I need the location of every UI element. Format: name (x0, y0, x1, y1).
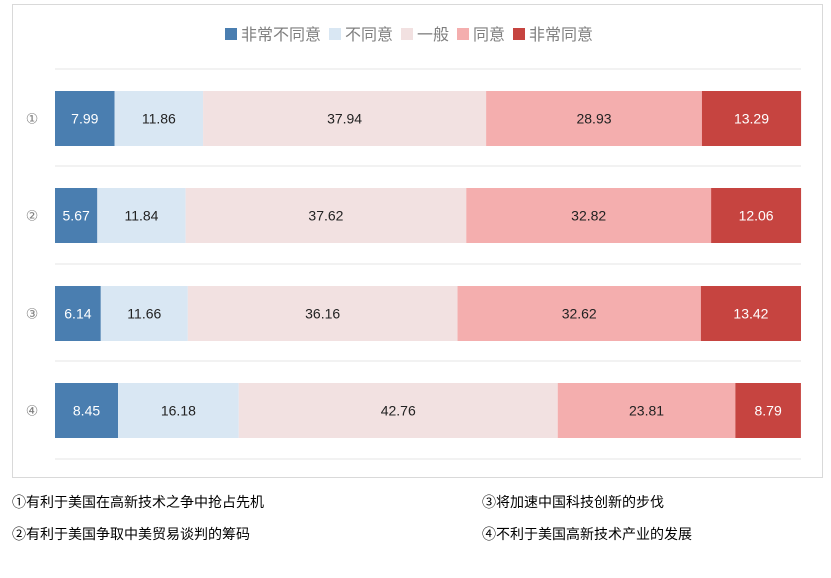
legend-label-3: 同意 (473, 25, 505, 44)
bar-1-5 (701, 91, 802, 146)
note-1: ①有利于美国在高新技术之争中抢占先机 (12, 495, 264, 511)
data-label-4-5: 8.79 (755, 403, 782, 419)
legend-swatch-3 (457, 28, 469, 40)
stacked-bar-chart: 非常不同意 不同意 一般 同意 非常同意 ① 7.99 11.86 37.94 28.93 13.2… (26, 25, 802, 460)
data-label-2-4: 32.82 (571, 208, 606, 224)
note-2: ②有利于美国争取中美贸易谈判的筹码 (12, 527, 250, 543)
data-label-2-2: 11.84 (124, 208, 158, 224)
data-label-3-3: 36.16 (305, 306, 340, 322)
legend-swatch-1 (329, 28, 341, 40)
legend-swatch-0 (225, 28, 237, 40)
bar-2-3 (185, 188, 467, 243)
row-label-3: ③ (26, 307, 39, 323)
bar-1-3 (203, 91, 487, 146)
data-label-4-2: 16.18 (161, 403, 196, 419)
notes: ①有利于美国在高新技术之争中抢占先机 ③将加速中国科技创新的步伐 ②有利于美国争… (12, 490, 823, 570)
row-label-2: ② (26, 209, 39, 225)
bar-1-2 (114, 91, 204, 146)
bar-4-1 (55, 383, 119, 438)
bar-3-2 (100, 286, 188, 341)
legend-swatch-4 (513, 28, 525, 40)
data-label-2-3: 37.62 (308, 208, 343, 224)
data-label-3-1: 6.14 (64, 306, 91, 322)
data-label-1-3: 37.94 (327, 111, 362, 127)
note-4: ④不利于美国高新技术产业的发展 (482, 527, 692, 543)
bar-1-4 (486, 91, 702, 146)
data-label-3-4: 32.62 (562, 306, 597, 322)
data-label-1-5: 13.29 (734, 111, 769, 127)
bar-2-4 (466, 188, 712, 243)
bar-3-5 (700, 286, 801, 341)
legend-label-1: 不同意 (345, 25, 393, 44)
data-label-1-2: 11.86 (142, 111, 176, 127)
bar-2-2 (97, 188, 186, 243)
bar-2-5 (711, 188, 802, 243)
data-label-4-4: 23.81 (629, 403, 664, 419)
legend-label-2: 一般 (417, 25, 449, 44)
chart-frame: 非常不同意 不同意 一般 同意 非常同意 ① 7.99 11.86 37.94 28.93 13.2… (12, 4, 823, 478)
data-label-3-5: 13.42 (733, 306, 768, 322)
bar-4-4 (557, 383, 736, 438)
bar-3-4 (457, 286, 701, 341)
bar-2-1 (55, 188, 98, 243)
legend-swatch-2 (401, 28, 413, 40)
note-3: ③将加速中国科技创新的步伐 (482, 495, 664, 511)
data-label-4-3: 42.76 (381, 403, 416, 419)
bar-4-5 (735, 383, 801, 438)
data-label-2-5: 12.06 (739, 208, 774, 224)
data-label-4-1: 8.45 (73, 403, 100, 419)
bar-4-2 (118, 383, 239, 438)
bar-1-1 (55, 91, 115, 146)
legend-label-4: 非常同意 (529, 25, 593, 44)
data-label-1-4: 28.93 (576, 111, 611, 127)
bar-3-1 (55, 286, 101, 341)
row-label-4: ④ (26, 404, 39, 420)
data-label-1-1: 7.99 (71, 111, 98, 127)
bar-4-3 (238, 383, 558, 438)
legend-label-0: 非常不同意 (241, 25, 321, 44)
row-label-1: ① (26, 112, 39, 128)
data-label-2-1: 5.67 (63, 208, 90, 224)
data-label-3-2: 11.66 (127, 306, 161, 322)
bar-3-3 (187, 286, 458, 341)
